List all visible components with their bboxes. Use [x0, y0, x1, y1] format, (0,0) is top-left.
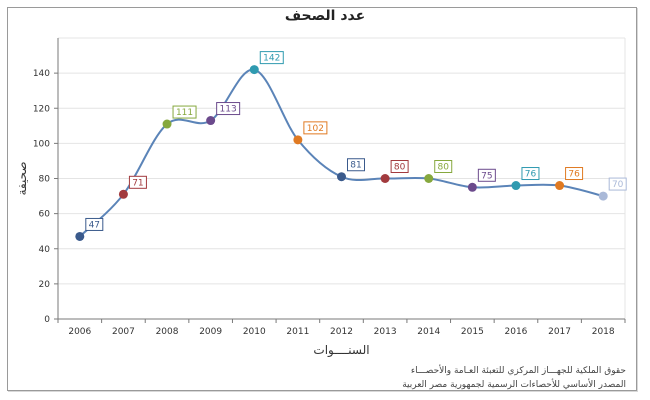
data-label-box: [477, 168, 496, 182]
y-tick-label: 120: [33, 104, 50, 114]
data-label: 142: [259, 51, 284, 65]
data-label-box: [565, 167, 584, 181]
data-label: 71: [128, 175, 147, 189]
y-tick-label: 20: [39, 280, 51, 290]
x-tick-label: 2015: [461, 327, 484, 337]
data-labels: 47 71 111 113 142 102 81 80 80 75 76 76 70: [85, 51, 627, 231]
data-point: [206, 116, 216, 126]
data-label-text: 80: [438, 163, 450, 173]
x-tick-label: 2012: [330, 327, 353, 337]
data-label-box: [128, 175, 147, 189]
y-tick-label: 80: [39, 175, 51, 185]
x-tick-label: 2011: [286, 327, 309, 337]
x-tick-label: 2017: [548, 327, 571, 337]
data-label-text: 102: [307, 124, 324, 134]
data-point: [75, 231, 85, 241]
data-label: 80: [390, 160, 409, 173]
data-label-box: [259, 51, 284, 65]
data-point: [118, 189, 128, 199]
data-label-text: 113: [220, 105, 237, 115]
x-tick-label: 2006: [68, 327, 91, 337]
data-label: 76: [521, 167, 540, 181]
data-label-text: 76: [525, 170, 537, 180]
data-label-box: [521, 167, 540, 181]
x-tick-label: 2016: [505, 327, 528, 337]
tick-labels: 0 20 40 60 80 100 120 140 2006 2007 2008 2009 2010 20…: [33, 69, 615, 337]
data-label-text: 76: [568, 170, 580, 180]
data-label-box: [347, 158, 365, 172]
data-label: 47: [85, 217, 104, 231]
data-label-text: 111: [176, 108, 193, 118]
data-label: 111: [172, 105, 197, 119]
data-label-text: 142: [263, 54, 280, 64]
data-point: [555, 181, 565, 191]
data-point: [511, 181, 521, 191]
data-label-box: [216, 102, 241, 116]
data-label: 80: [434, 160, 453, 173]
x-tick-label: 2010: [243, 327, 266, 337]
y-tick-label: 0: [44, 315, 50, 325]
data-point: [162, 119, 172, 129]
data-label: 81: [347, 158, 365, 172]
data-label-text: 47: [89, 220, 100, 230]
chart-title: عدد الصحف: [284, 8, 366, 24]
y-tick-label: 60: [39, 210, 51, 220]
data-label-text: 81: [350, 161, 361, 171]
y-tick-label: 140: [33, 69, 50, 79]
y-axis-title: صحيفة: [15, 161, 29, 195]
data-point: [249, 65, 259, 75]
data-label: 70: [608, 177, 627, 191]
x-tick-label: 2009: [199, 327, 222, 337]
source-note: المصدر الأساسي للأحصاءات الرسمية لجمهوري…: [402, 380, 626, 390]
data-label-box: [85, 217, 104, 231]
x-tick-label: 2018: [592, 327, 615, 337]
copyright-note: حقوق الملكية للجهـــاز المركزي للتعبئة ا…: [410, 366, 626, 376]
data-point: [424, 174, 434, 183]
data-label-box: [303, 121, 328, 135]
data-label-box: [172, 105, 197, 119]
data-label-box: [390, 160, 409, 173]
data-label: 113: [216, 102, 241, 116]
x-tick-label: 2008: [156, 327, 179, 337]
data-point: [467, 182, 477, 192]
data-label-text: 70: [612, 180, 624, 190]
data-label: 75: [477, 168, 496, 182]
x-tick-label: 2014: [417, 327, 440, 337]
x-axis-title: السنــــوات: [313, 343, 369, 358]
data-point: [380, 174, 390, 183]
data-point: [337, 172, 346, 182]
data-label-box: [608, 177, 627, 191]
data-point: [293, 135, 303, 145]
data-points: [75, 65, 608, 241]
data-label: 76: [565, 167, 584, 181]
data-label: 102: [303, 121, 328, 135]
axes: [54, 38, 626, 323]
data-label-text: 80: [394, 163, 406, 173]
y-tick-label: 40: [39, 245, 51, 255]
data-label-text: 71: [132, 178, 143, 188]
data-point: [598, 191, 608, 201]
y-tick-label: 100: [33, 139, 50, 149]
x-tick-label: 2013: [374, 327, 397, 337]
data-label-text: 75: [481, 171, 492, 181]
x-tick-label: 2007: [112, 327, 135, 337]
data-label-box: [434, 160, 453, 173]
